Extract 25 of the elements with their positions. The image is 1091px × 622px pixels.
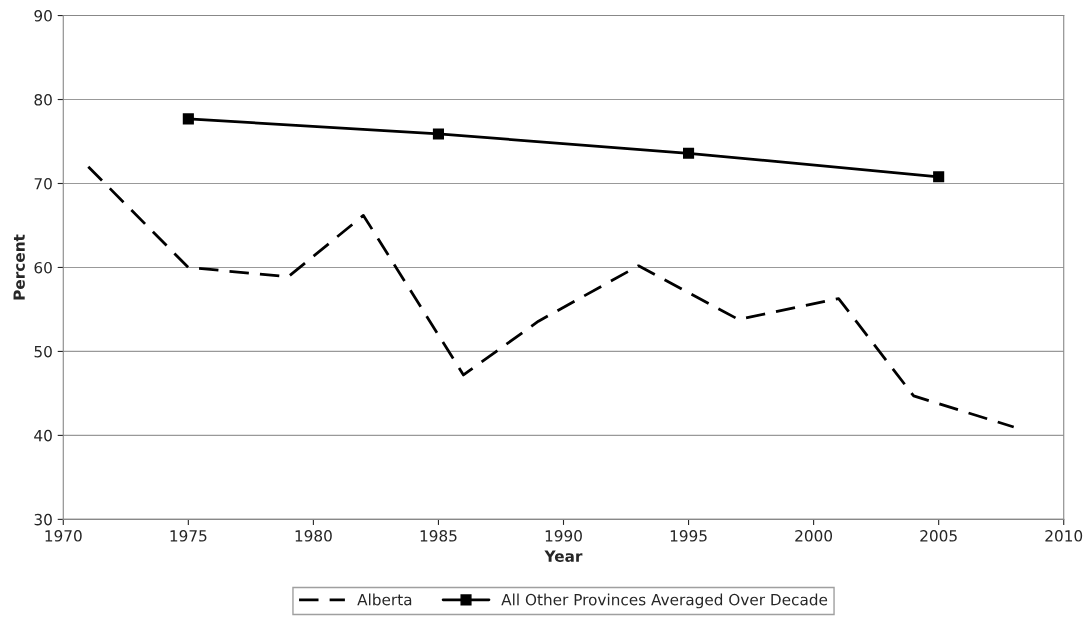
x-tick-label: 1970 [45,530,82,542]
y-tick-label: 60 [34,261,52,274]
y-tick-label: 50 [34,345,52,358]
x-tick-label: 1995 [670,530,707,542]
point [432,128,445,140]
point [683,147,695,159]
x-tick-label: 2010 [1045,530,1083,542]
point [933,171,945,183]
point [182,113,194,125]
y-tick-label: 30 [34,513,52,526]
x-tick-label: 1985 [420,530,457,542]
line-series [86,165,1016,429]
x-tick-label: 1980 [295,530,332,542]
x-tick-label: 2000 [795,530,833,542]
x-tick-label: 2005 [920,530,957,542]
x-tick-label: 1990 [545,530,582,542]
y-axis-title: Percent [13,234,25,300]
y-tick-label: 70 [34,177,52,190]
y-tick-label: 40 [34,429,52,442]
x-tick-label: 1975 [170,530,207,542]
y-tick-label: 80 [34,93,52,106]
y-tick-label: 90 [34,10,52,22]
x-axis-title: Year [544,550,583,562]
legend-label: Alberta [357,593,412,606]
legend-label: All Other Provinces Averaged Over Decade [501,593,828,609]
